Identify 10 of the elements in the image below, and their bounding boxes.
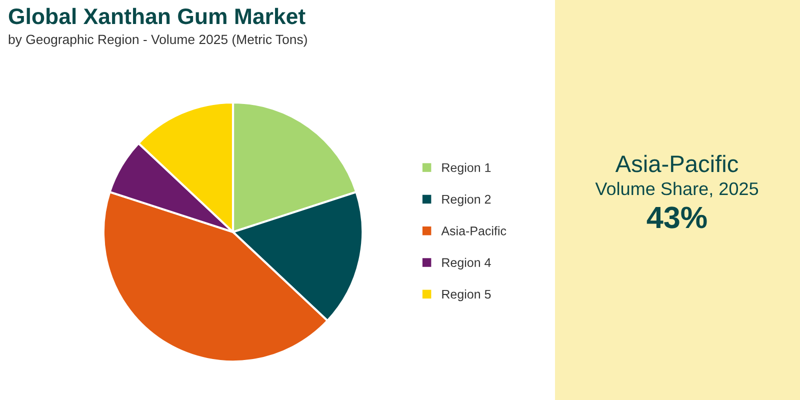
legend-label: Region 1 xyxy=(442,162,491,175)
legend-label: Region 2 xyxy=(442,194,491,206)
text: Asia-Pacific xyxy=(615,154,738,172)
text: 43% xyxy=(646,206,707,228)
legend-label: Region 4 xyxy=(442,258,491,270)
chart-subtitle: by Geographic Region - Volume 2025 (Metric Tons) xyxy=(8,34,307,47)
text: Volume Share, 2025 xyxy=(595,182,758,198)
legend-label: Asia-Pacific xyxy=(441,226,506,236)
legend-label: Region 5 xyxy=(442,289,491,302)
chart-title: Global Xanthan Gum Market xyxy=(8,8,306,24)
